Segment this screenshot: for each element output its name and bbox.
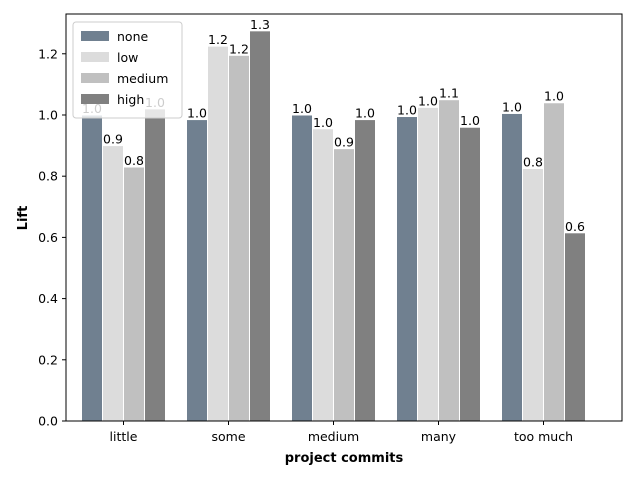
y-tick-label: 1.2: [38, 46, 58, 61]
bar-low-too-much: [522, 168, 544, 422]
plot-frame: [65, 13, 623, 422]
data-label: 1.0: [292, 101, 312, 116]
bars-group: [81, 30, 586, 422]
y-tick-label: 0.4: [38, 291, 58, 306]
data-label: 1.0: [460, 113, 480, 128]
data-label: 1.2: [229, 41, 249, 56]
x-axis: little some medium many too much: [110, 421, 573, 444]
bar-medium-too-much: [543, 102, 565, 422]
bar-low-some: [207, 45, 229, 422]
x-tick-label: medium: [308, 429, 359, 444]
bar-low-many: [417, 106, 439, 422]
bar-none-too-much: [501, 112, 523, 422]
data-label: 1.0: [544, 89, 564, 104]
bar-high-too-much: [564, 232, 586, 422]
bar-high-many: [459, 126, 481, 422]
bar-medium-little: [123, 166, 145, 422]
data-label: 1.0: [418, 93, 438, 108]
data-label: 1.1: [439, 86, 459, 101]
legend: none low medium high: [72, 21, 183, 119]
y-tick-label: 0.6: [38, 230, 58, 245]
legend-label-low: low: [117, 50, 138, 65]
bar-medium-some: [228, 54, 250, 422]
data-label: 1.0: [397, 103, 417, 118]
legend-swatch-low: [81, 52, 109, 62]
data-label: 0.8: [523, 155, 543, 170]
data-label: 0.9: [103, 132, 123, 147]
bar-high-medium: [354, 119, 376, 422]
x-tick-label: too much: [514, 429, 573, 444]
data-label: 1.3: [250, 17, 270, 32]
x-tick-label: some: [211, 429, 245, 444]
legend-label-medium: medium: [117, 71, 168, 86]
y-tick-label: 1.0: [38, 107, 58, 122]
y-tick-label: 0.0: [38, 414, 58, 429]
y-axis-label: Lift: [16, 206, 31, 231]
y-tick-label: 0.8: [38, 169, 58, 184]
legend-swatch-high: [81, 94, 109, 104]
bar-none-many: [396, 116, 418, 422]
bar-high-little: [144, 108, 166, 422]
bar-low-medium: [312, 128, 334, 422]
data-label: 1.0: [187, 106, 207, 121]
data-label: 0.8: [124, 153, 144, 168]
legend-label-high: high: [117, 92, 144, 107]
x-axis-label: project commits: [285, 451, 404, 466]
bar-none-little: [81, 114, 103, 422]
bar-none-medium: [291, 114, 313, 422]
bar-high-some: [249, 30, 271, 422]
legend-swatch-none: [81, 31, 109, 41]
data-label: 1.0: [355, 106, 375, 121]
data-label: 1.0: [502, 99, 522, 114]
bar-low-little: [102, 145, 124, 422]
x-tick-label: many: [421, 429, 457, 444]
data-label: 0.6: [565, 219, 585, 234]
data-label: 1.0: [313, 115, 333, 130]
bar-medium-many: [438, 99, 460, 422]
data-label: 1.2: [208, 32, 228, 47]
legend-swatch-medium: [81, 73, 109, 83]
bar-medium-medium: [333, 148, 355, 422]
bar-none-some: [186, 119, 208, 422]
legend-label-none: none: [117, 29, 148, 44]
y-axis: 0.0 0.2 0.4 0.6 0.8 1.0 1.2: [38, 46, 66, 429]
y-tick-label: 0.2: [38, 352, 58, 367]
data-label: 0.9: [334, 135, 354, 150]
x-tick-label: little: [110, 429, 138, 444]
